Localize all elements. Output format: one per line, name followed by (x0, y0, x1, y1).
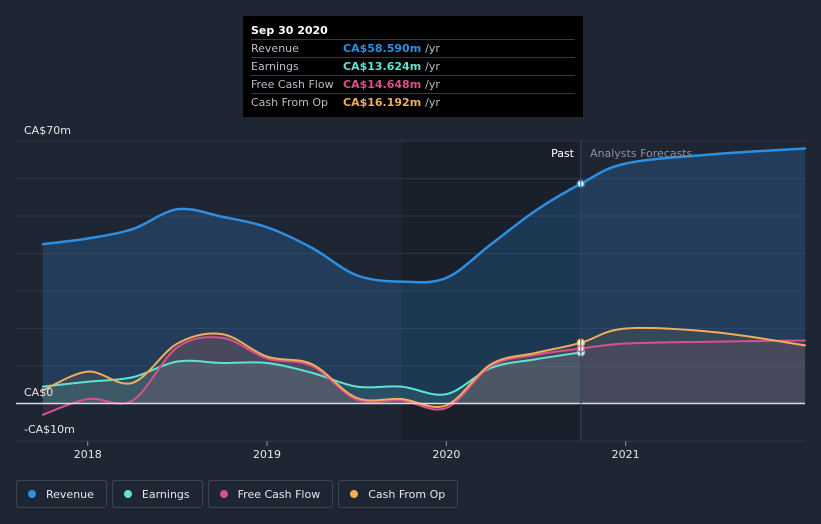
tooltip-row-unit: /yr (425, 60, 440, 73)
legend-dot-icon (28, 490, 36, 498)
x-tick-label: 2021 (612, 448, 640, 461)
revenue-line (41, 147, 807, 284)
revenue-area (42, 148, 806, 404)
legend-dot-icon (219, 490, 228, 498)
tooltip-date: Sep 30 2020 (251, 24, 328, 37)
legend-dot-icon (350, 490, 359, 498)
y-axis-label-zero: CA$0 (24, 386, 53, 399)
tooltip-row: Revenue CA$58.590m/yr (251, 39, 575, 57)
tooltip-row-unit: /yr (425, 78, 440, 91)
earnings-line (41, 351, 582, 396)
gridlines (16, 140, 805, 442)
tooltip-row-label: Revenue (251, 42, 299, 55)
legend-item-revenue[interactable]: Revenue (16, 480, 107, 508)
tooltip-row-label: Free Cash Flow (251, 78, 334, 91)
tooltip-row: Earnings CA$13.624m/yr (251, 57, 575, 75)
tooltip-row-unit: /yr (425, 42, 440, 55)
series-areas (42, 148, 806, 415)
y-axis-label-top: CA$70m (24, 124, 71, 137)
legend-dot-icon (123, 490, 132, 498)
tooltip-row-unit: /yr (425, 96, 440, 109)
tooltip-row: Free Cash Flow CA$14.648m/yr (251, 75, 575, 93)
legend-item-cash-from-op[interactable]: Cash From Op (338, 480, 459, 508)
tooltip-row-value: CA$13.624m (343, 60, 422, 73)
earnings-area (42, 352, 581, 404)
forecast-label: Analysts Forecasts (590, 147, 693, 160)
free-cash-flow-line (41, 336, 806, 416)
tooltip-row: Cash From Op CA$16.192m/yr (251, 93, 575, 111)
legend-item-free-cash-flow[interactable]: Free Cash Flow (207, 480, 334, 508)
tooltip-row-label: Cash From Op (251, 96, 329, 109)
legend-item-earnings[interactable]: Earnings (111, 480, 203, 508)
tooltip-row-label: Earnings (251, 60, 299, 73)
series-lines (41, 147, 807, 416)
legend-label: Cash From Op (368, 487, 446, 501)
cash-from-op-line (41, 326, 806, 409)
cash-from-op-area (42, 327, 806, 408)
legend-label: Earnings (141, 487, 190, 501)
x-tick-label: 2018 (74, 448, 102, 461)
past-label: Past (551, 147, 575, 160)
y-axis-label-bottom: -CA$10m (24, 423, 75, 436)
x-tick-label: 2020 (432, 448, 460, 461)
legend: Revenue Earnings Free Cash Flow Cash From O… (16, 480, 459, 508)
tooltip: Sep 30 2020 Revenue CA$58.590m/yr Earnings… (243, 16, 583, 117)
legend-label: Revenue (46, 487, 94, 501)
legend-label: Free Cash Flow (237, 487, 321, 501)
free-cash-flow-area (42, 337, 806, 415)
tooltip-row-value: CA$16.192m (343, 96, 422, 109)
tooltip-row-value: CA$14.648m (343, 78, 422, 91)
axes: 2018 2019 2020 2021 (16, 141, 805, 461)
x-tick-label: 2019 (253, 448, 281, 461)
tooltip-row-value: CA$58.590m (343, 42, 422, 55)
